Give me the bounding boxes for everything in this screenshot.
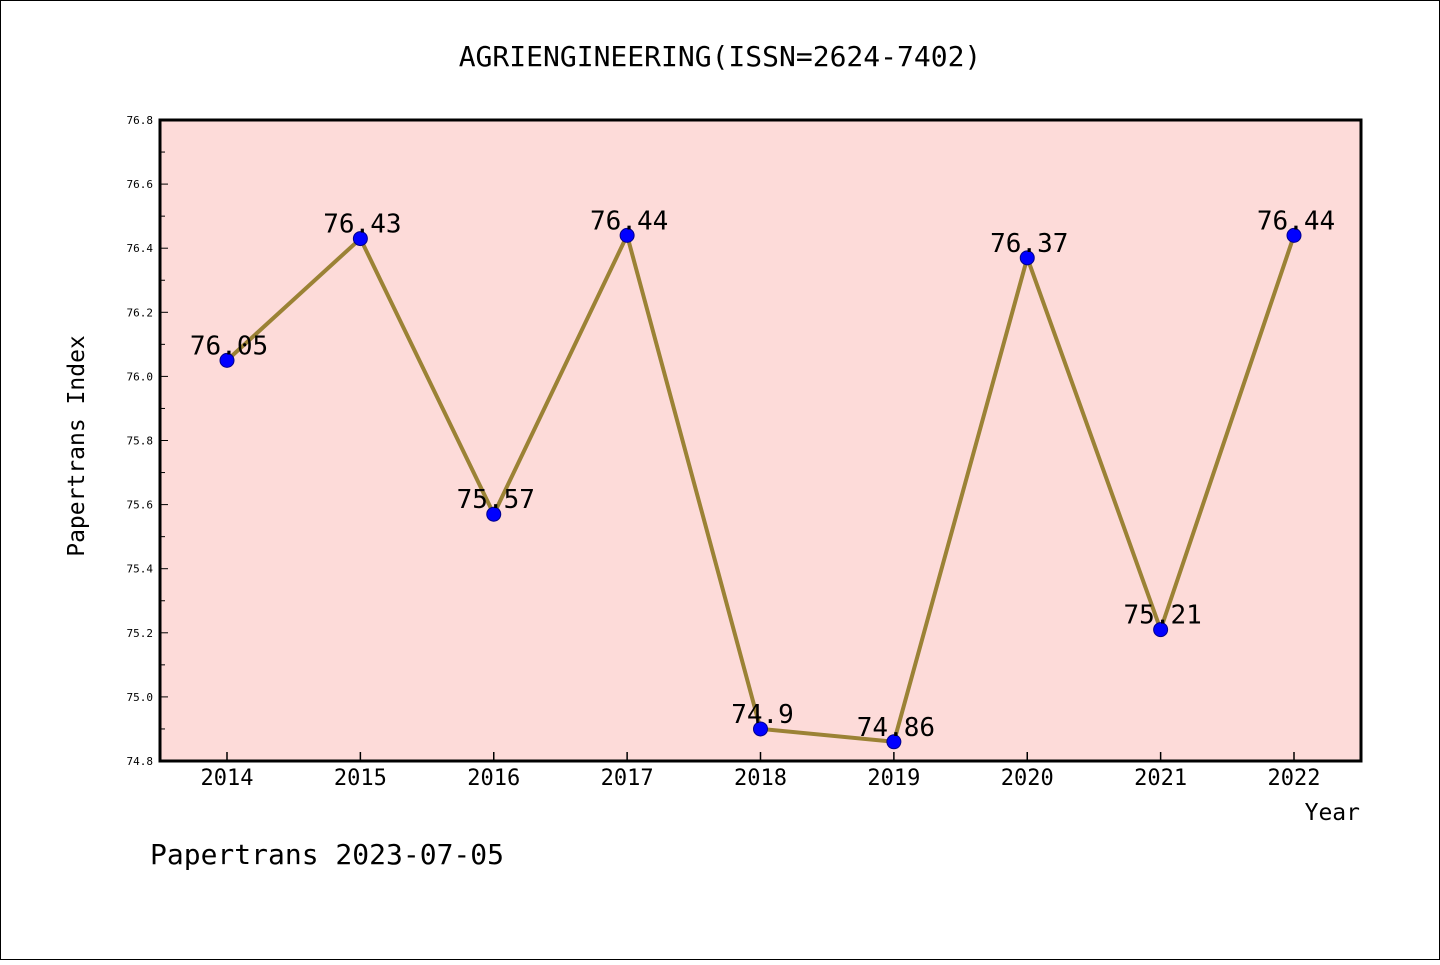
y-tick-label: 74.8 xyxy=(127,755,154,768)
y-tick-label: 76.2 xyxy=(127,306,154,319)
data-point xyxy=(1153,622,1169,638)
y-tick-label: 75.4 xyxy=(127,563,154,576)
x-axis-title: Year xyxy=(1305,800,1360,826)
data-point xyxy=(619,227,635,243)
data-point xyxy=(1286,227,1302,243)
data-point xyxy=(219,352,235,368)
data-label: 76.44 xyxy=(590,206,668,236)
y-axis: 74.8 75.0 75.2 75.4 75.6 75.8 76.0 76.2 76.4 76.6… xyxy=(127,114,168,768)
y-tick-label: 75.8 xyxy=(127,435,154,448)
x-tick-label: 2017 xyxy=(601,766,654,791)
data-label: 76.37 xyxy=(990,229,1068,259)
data-label: 74.9 xyxy=(731,700,794,730)
data-label: 74.86 xyxy=(857,713,935,743)
y-tick-label: 76.8 xyxy=(127,114,154,127)
data-label: 76.05 xyxy=(190,331,268,361)
y-tick-label: 75.2 xyxy=(127,627,154,640)
plot-frame xyxy=(158,118,1363,763)
x-tick-label: 2020 xyxy=(1001,766,1054,791)
data-point xyxy=(352,231,368,247)
data-point xyxy=(1019,250,1035,266)
y-tick-label: 75.0 xyxy=(127,691,154,704)
y-tick-label: 75.6 xyxy=(127,499,154,512)
x-tick-label: 2021 xyxy=(1134,766,1187,791)
x-tick-label: 2014 xyxy=(201,766,254,791)
data-label: 75.21 xyxy=(1123,601,1201,631)
data-point xyxy=(886,734,902,750)
data-point xyxy=(486,506,502,522)
data-label: 75.57 xyxy=(457,485,535,515)
data-labels: 76.05 76.43 75.57 76.44 74.9 74.86 76.37 75.21 7… xyxy=(190,206,1335,742)
x-tick-label: 2016 xyxy=(467,766,520,791)
x-axis: 2014 2015 2016 2017 2018 2019 2020 2021 2022 xyxy=(201,752,1321,791)
y-tick-label: 76.0 xyxy=(127,370,154,383)
x-tick-label: 2018 xyxy=(734,766,787,791)
y-tick-label: 76.4 xyxy=(127,242,154,255)
x-tick-label: 2015 xyxy=(334,766,387,791)
y-tick-label: 76.6 xyxy=(127,178,154,191)
data-label: 76.43 xyxy=(323,210,401,240)
chart-title: AGRIENGINEERING(ISSN=2624-7402) xyxy=(459,40,982,73)
data-label: 76.44 xyxy=(1257,206,1335,236)
y-axis-title: Papertrans Index xyxy=(64,335,90,557)
x-tick-label: 2022 xyxy=(1268,766,1321,791)
x-tick-label: 2019 xyxy=(867,766,920,791)
plot-area xyxy=(160,120,1361,761)
footer-text: Papertrans 2023-07-05 xyxy=(150,838,504,871)
data-point xyxy=(753,721,768,737)
markers xyxy=(219,227,1302,750)
